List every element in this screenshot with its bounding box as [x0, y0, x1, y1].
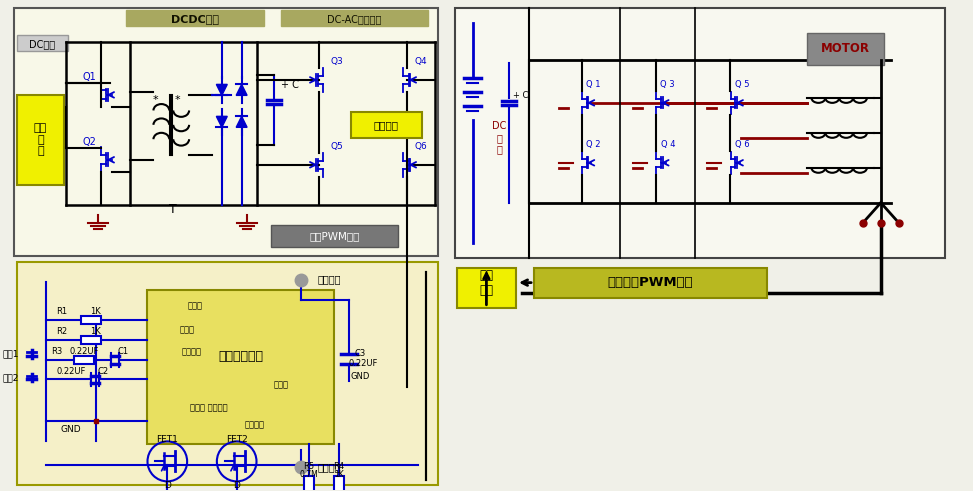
Bar	[271, 225, 398, 246]
Text: 充电保护: 充电保护	[244, 420, 265, 429]
Bar	[81, 335, 101, 344]
Text: Q5: Q5	[331, 142, 343, 151]
Text: 1K: 1K	[334, 470, 343, 479]
Text: 输出负极: 输出负极	[317, 463, 341, 472]
Text: Q1: Q1	[82, 72, 96, 82]
Bar	[334, 476, 343, 491]
Polygon shape	[216, 84, 228, 95]
Text: DC
输
入: DC 输 入	[492, 121, 507, 154]
Text: C2: C2	[97, 367, 108, 376]
Text: DC输入: DC输入	[29, 39, 55, 49]
Text: 电汀2: 电汀2	[2, 373, 18, 382]
Text: *: *	[153, 95, 159, 105]
Bar	[148, 290, 334, 444]
Text: 控制
中心: 控制 中心	[480, 269, 493, 297]
Text: FET1: FET1	[157, 435, 178, 444]
Text: R1: R1	[55, 307, 67, 316]
Bar	[81, 316, 101, 324]
Text: 电池正: 电池正	[180, 325, 195, 334]
Polygon shape	[236, 84, 247, 95]
Bar	[17, 262, 438, 486]
Text: R4: R4	[333, 462, 344, 471]
Text: 电池负 放电保护: 电池负 放电保护	[190, 403, 228, 412]
Text: 0.7M: 0.7M	[300, 470, 318, 479]
Bar	[807, 33, 883, 65]
Text: Q6: Q6	[414, 142, 427, 151]
Polygon shape	[236, 116, 247, 127]
Text: 1K: 1K	[90, 327, 101, 336]
Text: *: *	[174, 95, 180, 105]
Bar	[456, 268, 516, 307]
Text: R2: R2	[55, 327, 67, 336]
Text: Q 2: Q 2	[586, 140, 600, 149]
Bar	[74, 355, 94, 363]
Text: Q 4: Q 4	[661, 140, 675, 149]
Bar	[126, 10, 265, 26]
Bar	[350, 112, 422, 138]
Text: Q 3: Q 3	[661, 81, 675, 89]
Text: GND: GND	[61, 425, 82, 434]
Text: FET2: FET2	[226, 435, 247, 444]
Text: 充放电保护板: 充放电保护板	[218, 350, 263, 363]
Text: 推挥
控
制: 推挥 控 制	[34, 123, 47, 157]
Bar	[17, 95, 64, 185]
Bar	[281, 10, 428, 26]
Text: 0.22UF: 0.22UF	[69, 347, 98, 356]
Text: DCDC升压: DCDC升压	[171, 14, 219, 24]
Text: Q2: Q2	[82, 137, 96, 147]
Text: 电池中点: 电池中点	[181, 347, 201, 356]
Text: Q 1: Q 1	[586, 81, 600, 89]
Text: 电源正: 电源正	[188, 301, 202, 310]
Text: 三相全桥PWM控制: 三相全桥PWM控制	[607, 276, 693, 289]
Text: Q 5: Q 5	[735, 81, 749, 89]
Text: D: D	[234, 481, 240, 490]
Text: R3: R3	[51, 347, 62, 356]
Bar	[14, 8, 438, 256]
Text: 电源负: 电源负	[273, 380, 289, 389]
Text: DC-AC全桥逆变: DC-AC全桥逆变	[328, 14, 381, 24]
Text: Q3: Q3	[331, 57, 343, 66]
Text: T: T	[169, 203, 177, 216]
Text: 电汀1: 电汀1	[2, 349, 18, 358]
Text: D: D	[163, 481, 170, 490]
Text: MOTOR: MOTOR	[820, 42, 870, 55]
Text: C3: C3	[355, 349, 366, 358]
Text: 0.22UF: 0.22UF	[56, 367, 86, 376]
Text: R5: R5	[304, 462, 314, 471]
Text: 1K: 1K	[90, 307, 101, 316]
Text: C1: C1	[117, 347, 128, 356]
Bar	[17, 35, 68, 51]
Text: 交流输出: 交流输出	[374, 120, 399, 130]
Bar	[534, 268, 767, 298]
Text: 全桥PWM控制: 全桥PWM控制	[309, 231, 360, 241]
Bar	[305, 476, 314, 491]
Text: Q4: Q4	[414, 57, 427, 66]
Text: + C: + C	[514, 91, 528, 100]
Text: Q 6: Q 6	[735, 140, 749, 149]
Polygon shape	[216, 116, 228, 127]
Bar	[454, 8, 945, 258]
Text: + C: + C	[281, 80, 299, 90]
Text: 0.22UF: 0.22UF	[349, 359, 378, 368]
Text: 输出正极: 输出正极	[317, 274, 341, 285]
Text: GND: GND	[351, 372, 371, 381]
